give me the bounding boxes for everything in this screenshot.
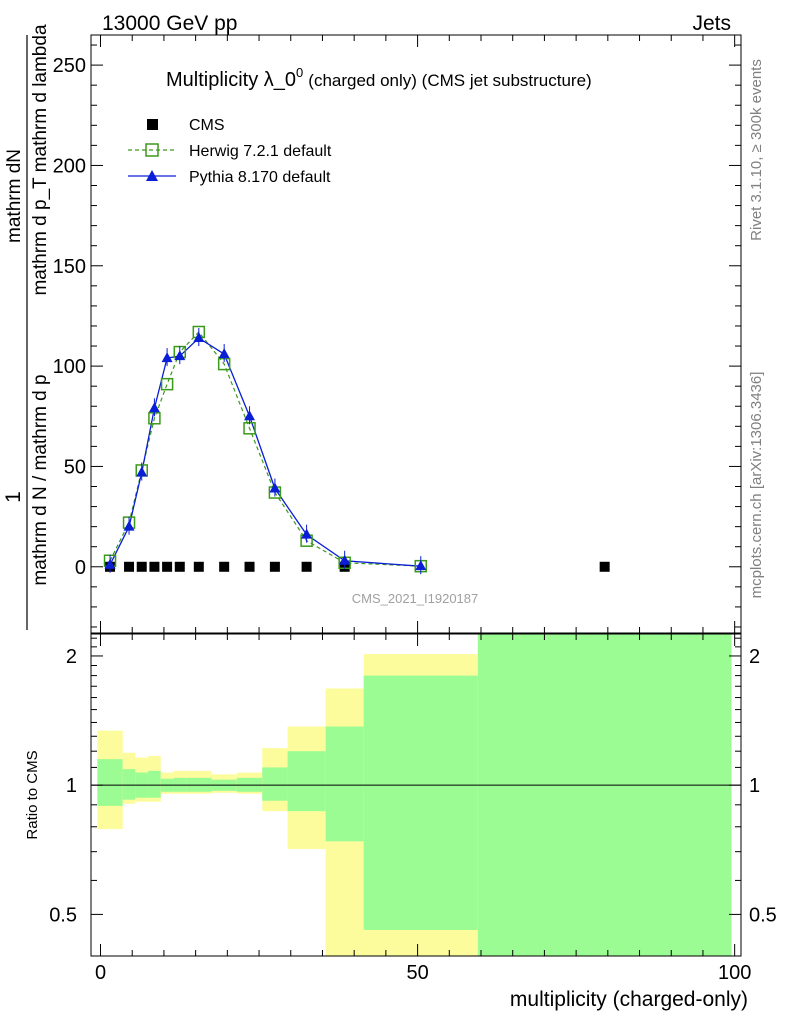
main-y-tick-label: 200 bbox=[53, 155, 86, 177]
ratio-inner-band bbox=[287, 751, 326, 812]
legend-pythia-marker bbox=[146, 170, 158, 181]
ratio-y-tick-label: 0.5 bbox=[49, 904, 77, 926]
x-tick-label: 100 bbox=[718, 962, 751, 984]
cms-data-point bbox=[219, 561, 230, 572]
header-energy-label: 13000 GeV pp bbox=[102, 12, 237, 35]
main-plot-frame bbox=[90, 34, 742, 634]
main-plot-title: Multiplicity λ_00 (charged only) (CMS jet… bbox=[166, 65, 592, 91]
cms-data-point bbox=[174, 561, 185, 572]
cms-data-point bbox=[193, 561, 204, 572]
herwig-series-line bbox=[109, 331, 421, 567]
y-label-prefix: 1 bbox=[2, 491, 25, 503]
cms-data-point bbox=[269, 561, 280, 572]
ratio-inner-band bbox=[363, 675, 478, 930]
main-series-layer bbox=[103, 325, 610, 575]
axis-ticks-layer: 0 50 100 150 200 250 0 50 100 0.5 0.5 1 1 2 2 bbox=[49, 35, 777, 984]
main-y-tick-label: 100 bbox=[53, 356, 86, 378]
main-y-tick-label: 0 bbox=[75, 557, 86, 579]
cms-data-point bbox=[301, 561, 312, 572]
legend-herwig-marker bbox=[145, 143, 159, 157]
legend-cms-marker bbox=[147, 119, 158, 130]
legend-cms-label: CMS bbox=[189, 117, 225, 134]
ratio-inner-band bbox=[477, 634, 732, 956]
ratio-inner-band bbox=[148, 770, 161, 798]
y-label-numerator: mathrm dN bbox=[4, 149, 25, 243]
pythia-series-line bbox=[109, 337, 421, 567]
ratio-inner-band bbox=[262, 767, 288, 801]
ratio-y-tick-label-right: 1 bbox=[749, 775, 760, 797]
ratio-inner-band bbox=[97, 759, 123, 806]
main-y-tick-label: 50 bbox=[64, 456, 86, 478]
legend-pythia-label: Pythia 8.170 default bbox=[189, 169, 331, 186]
x-tick-label: 50 bbox=[406, 962, 428, 984]
analysis-watermark: CMS_2021_I1920187 bbox=[352, 591, 479, 606]
y-label-denominator: mathrm d N / mathrm d p bbox=[30, 374, 51, 585]
main-y-tick-label: 250 bbox=[53, 55, 86, 77]
ratio-inner-band bbox=[325, 726, 364, 842]
ratio-y-tick-label: 1 bbox=[66, 775, 77, 797]
cms-data-point bbox=[124, 561, 135, 572]
ratio-y-tick-label-right: 2 bbox=[749, 646, 760, 668]
legend: CMS Herwig 7.2.1 default Pythia 8.170 de… bbox=[128, 117, 332, 186]
main-y-axis-label: 1 mathrm dN mathrm d p_T mathrm d lambda… bbox=[2, 24, 51, 630]
cms-data-point bbox=[149, 561, 160, 572]
x-axis-label: multiplicity (charged-only) bbox=[510, 988, 748, 1011]
y-label-full-numerator: mathrm d p_T mathrm d lambda bbox=[30, 24, 51, 295]
ratio-y-tick-label-right: 0.5 bbox=[749, 904, 777, 926]
ratio-plot-frame bbox=[90, 633, 742, 957]
rivet-version-label: Rivet 3.1.10, ≥ 300k events bbox=[748, 59, 765, 241]
cms-data-point bbox=[599, 561, 610, 572]
ratio-band-layer bbox=[97, 634, 732, 956]
header-process-label: Jets bbox=[692, 12, 731, 35]
cms-data-point bbox=[162, 561, 173, 572]
cms-data-point bbox=[136, 561, 147, 572]
x-tick-label: 0 bbox=[95, 962, 106, 984]
mcplots-credit-label: mcplots.cern.ch [arXiv:1306.3436] bbox=[748, 372, 765, 599]
ratio-inner-band bbox=[122, 769, 136, 800]
main-y-tick-label: 150 bbox=[53, 256, 86, 278]
legend-herwig-label: Herwig 7.2.1 default bbox=[189, 143, 332, 160]
cms-data-point bbox=[244, 561, 255, 572]
herwig-data-point bbox=[160, 377, 174, 391]
ratio-y-axis-label: Ratio to CMS bbox=[24, 750, 41, 839]
ratio-y-tick-label: 2 bbox=[66, 646, 77, 668]
